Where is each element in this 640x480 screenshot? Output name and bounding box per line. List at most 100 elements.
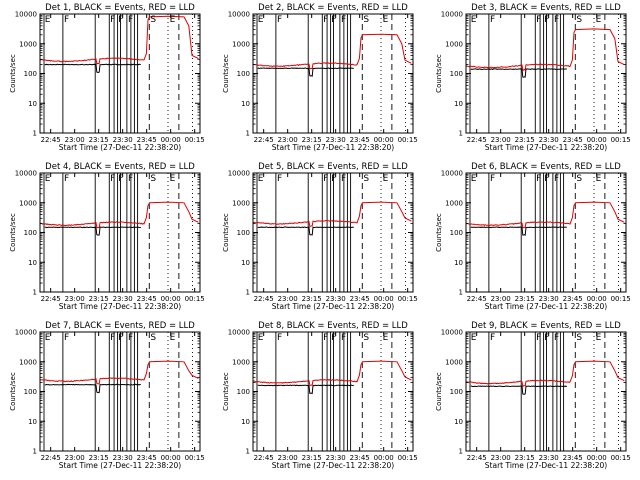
flag-label: E xyxy=(258,15,264,25)
flag-label: E xyxy=(170,333,176,343)
y-tick-label: 1000 xyxy=(19,40,37,48)
x-tick-label: 00:00 xyxy=(374,136,394,144)
plot-area xyxy=(40,14,199,133)
axes-frame xyxy=(252,172,414,293)
x-axis-label: Start Time (27-Dec-11 22:38:20) xyxy=(485,143,607,152)
flag-label: E xyxy=(596,333,602,343)
x-tick-label: 00:15 xyxy=(611,454,631,462)
x-axis-label: Start Time (27-Dec-11 22:38:20) xyxy=(272,302,394,311)
x-tick-label: 23:00 xyxy=(491,454,511,462)
lld-series xyxy=(253,33,412,70)
x-tick-label: 23:30 xyxy=(113,295,133,303)
flag-label: S xyxy=(576,174,582,184)
axes-frame xyxy=(465,13,627,134)
y-tick-label: 10000 xyxy=(15,329,37,337)
panel-title: Det 2, BLACK = Events, RED = LLD xyxy=(258,3,408,13)
x-tick-label: 23:45 xyxy=(137,454,157,462)
x-tick-label: 23:15 xyxy=(302,295,322,303)
x-tick-label: 23:00 xyxy=(65,295,85,303)
lld-series xyxy=(40,360,199,385)
plot-area xyxy=(466,332,625,451)
flag-label: E xyxy=(596,174,602,184)
x-tick-label: 00:15 xyxy=(185,454,205,462)
y-tick-label: 10 xyxy=(241,418,250,426)
panel-title: Det 1, BLACK = Events, RED = LLD xyxy=(45,3,195,13)
flag-label: F xyxy=(128,333,133,343)
y-tick-label: 1 xyxy=(33,448,37,456)
x-tick-label: 23:30 xyxy=(113,454,133,462)
events-series xyxy=(44,63,141,74)
x-tick-label: 00:15 xyxy=(611,295,631,303)
y-tick-label: 100 xyxy=(237,70,250,78)
flag-label: F xyxy=(64,15,69,25)
flag-label: S xyxy=(576,15,582,25)
y-tick-label: 1 xyxy=(246,130,250,138)
events-series xyxy=(257,67,354,77)
flag-label: F xyxy=(490,15,495,25)
x-tick-label: 00:00 xyxy=(587,295,607,303)
flag-label: E xyxy=(383,333,389,343)
flag-label: F xyxy=(490,333,495,343)
flag-label: F xyxy=(536,15,541,25)
flag-label: E xyxy=(383,174,389,184)
flag-label: E xyxy=(170,174,176,184)
panel-title: Det 5, BLACK = Events, RED = LLD xyxy=(258,162,408,172)
y-tick-label: 10000 xyxy=(228,329,250,337)
events-series xyxy=(470,385,568,395)
x-tick-label: 23:00 xyxy=(491,295,511,303)
x-tick-label: 00:00 xyxy=(587,136,607,144)
x-tick-label: 22:45 xyxy=(254,136,274,144)
x-tick-label: 23:45 xyxy=(350,295,370,303)
x-axis-label: Start Time (27-Dec-11 22:38:20) xyxy=(272,143,394,152)
x-tick-label: 23:45 xyxy=(137,136,157,144)
flag-label: F xyxy=(536,174,541,184)
flag-label: F xyxy=(64,333,69,343)
flag-label: F xyxy=(554,15,559,25)
detector-panel: Det 1, BLACK = Events, RED = LLD 22:45 23:… xyxy=(9,3,205,152)
flag-label: E xyxy=(170,15,176,25)
flag-label: E xyxy=(258,333,264,343)
y-tick-label: 10 xyxy=(454,259,463,267)
y-tick-label: 10 xyxy=(28,100,37,108)
y-tick-label: 1000 xyxy=(232,199,250,207)
x-axis-label: Start Time (27-Dec-11 22:38:20) xyxy=(59,302,181,311)
lld-series xyxy=(466,360,625,388)
axes-frame xyxy=(465,172,627,293)
x-tick-label: 00:00 xyxy=(587,454,607,462)
flag-label: F xyxy=(110,333,115,343)
flag-label: F xyxy=(277,15,282,25)
y-tick-label: 100 xyxy=(237,229,250,237)
flag-label: E xyxy=(45,333,51,343)
flag-label: F xyxy=(118,333,123,343)
x-tick-label: 23:00 xyxy=(65,136,85,144)
flag-label: F xyxy=(110,15,115,25)
flag-label: F xyxy=(331,333,336,343)
x-tick-label: 00:15 xyxy=(611,136,631,144)
y-tick-label: 1 xyxy=(33,289,37,297)
flag-label: F xyxy=(323,333,328,343)
x-tick-label: 23:30 xyxy=(539,454,559,462)
detector-panel: Det 2, BLACK = Events, RED = LLD 22:45 23:… xyxy=(222,3,418,152)
flag-label: F xyxy=(544,15,549,25)
y-tick-label: 10000 xyxy=(441,170,463,178)
x-tick-label: 23:30 xyxy=(326,295,346,303)
y-tick-label: 10 xyxy=(454,100,463,108)
x-tick-label: 22:45 xyxy=(467,454,487,462)
detector-panel: Det 6, BLACK = Events, RED = LLD 22:45 23:… xyxy=(435,162,631,311)
flag-label: E xyxy=(471,174,477,184)
y-tick-label: 100 xyxy=(24,388,37,396)
x-tick-label: 23:15 xyxy=(89,136,109,144)
flag-label: F xyxy=(554,333,559,343)
x-tick-label: 22:45 xyxy=(254,295,274,303)
y-tick-label: 1 xyxy=(459,289,463,297)
flag-label: S xyxy=(150,174,156,184)
flag-label: F xyxy=(277,333,282,343)
y-tick-label: 100 xyxy=(24,70,37,78)
x-tick-label: 23:15 xyxy=(515,295,535,303)
y-tick-label: 10000 xyxy=(228,170,250,178)
y-tick-label: 1000 xyxy=(19,199,37,207)
y-tick-label: 10000 xyxy=(15,170,37,178)
y-axis-label: Counts/sec xyxy=(435,54,443,93)
x-tick-label: 00:00 xyxy=(161,295,181,303)
y-tick-label: 10 xyxy=(28,259,37,267)
